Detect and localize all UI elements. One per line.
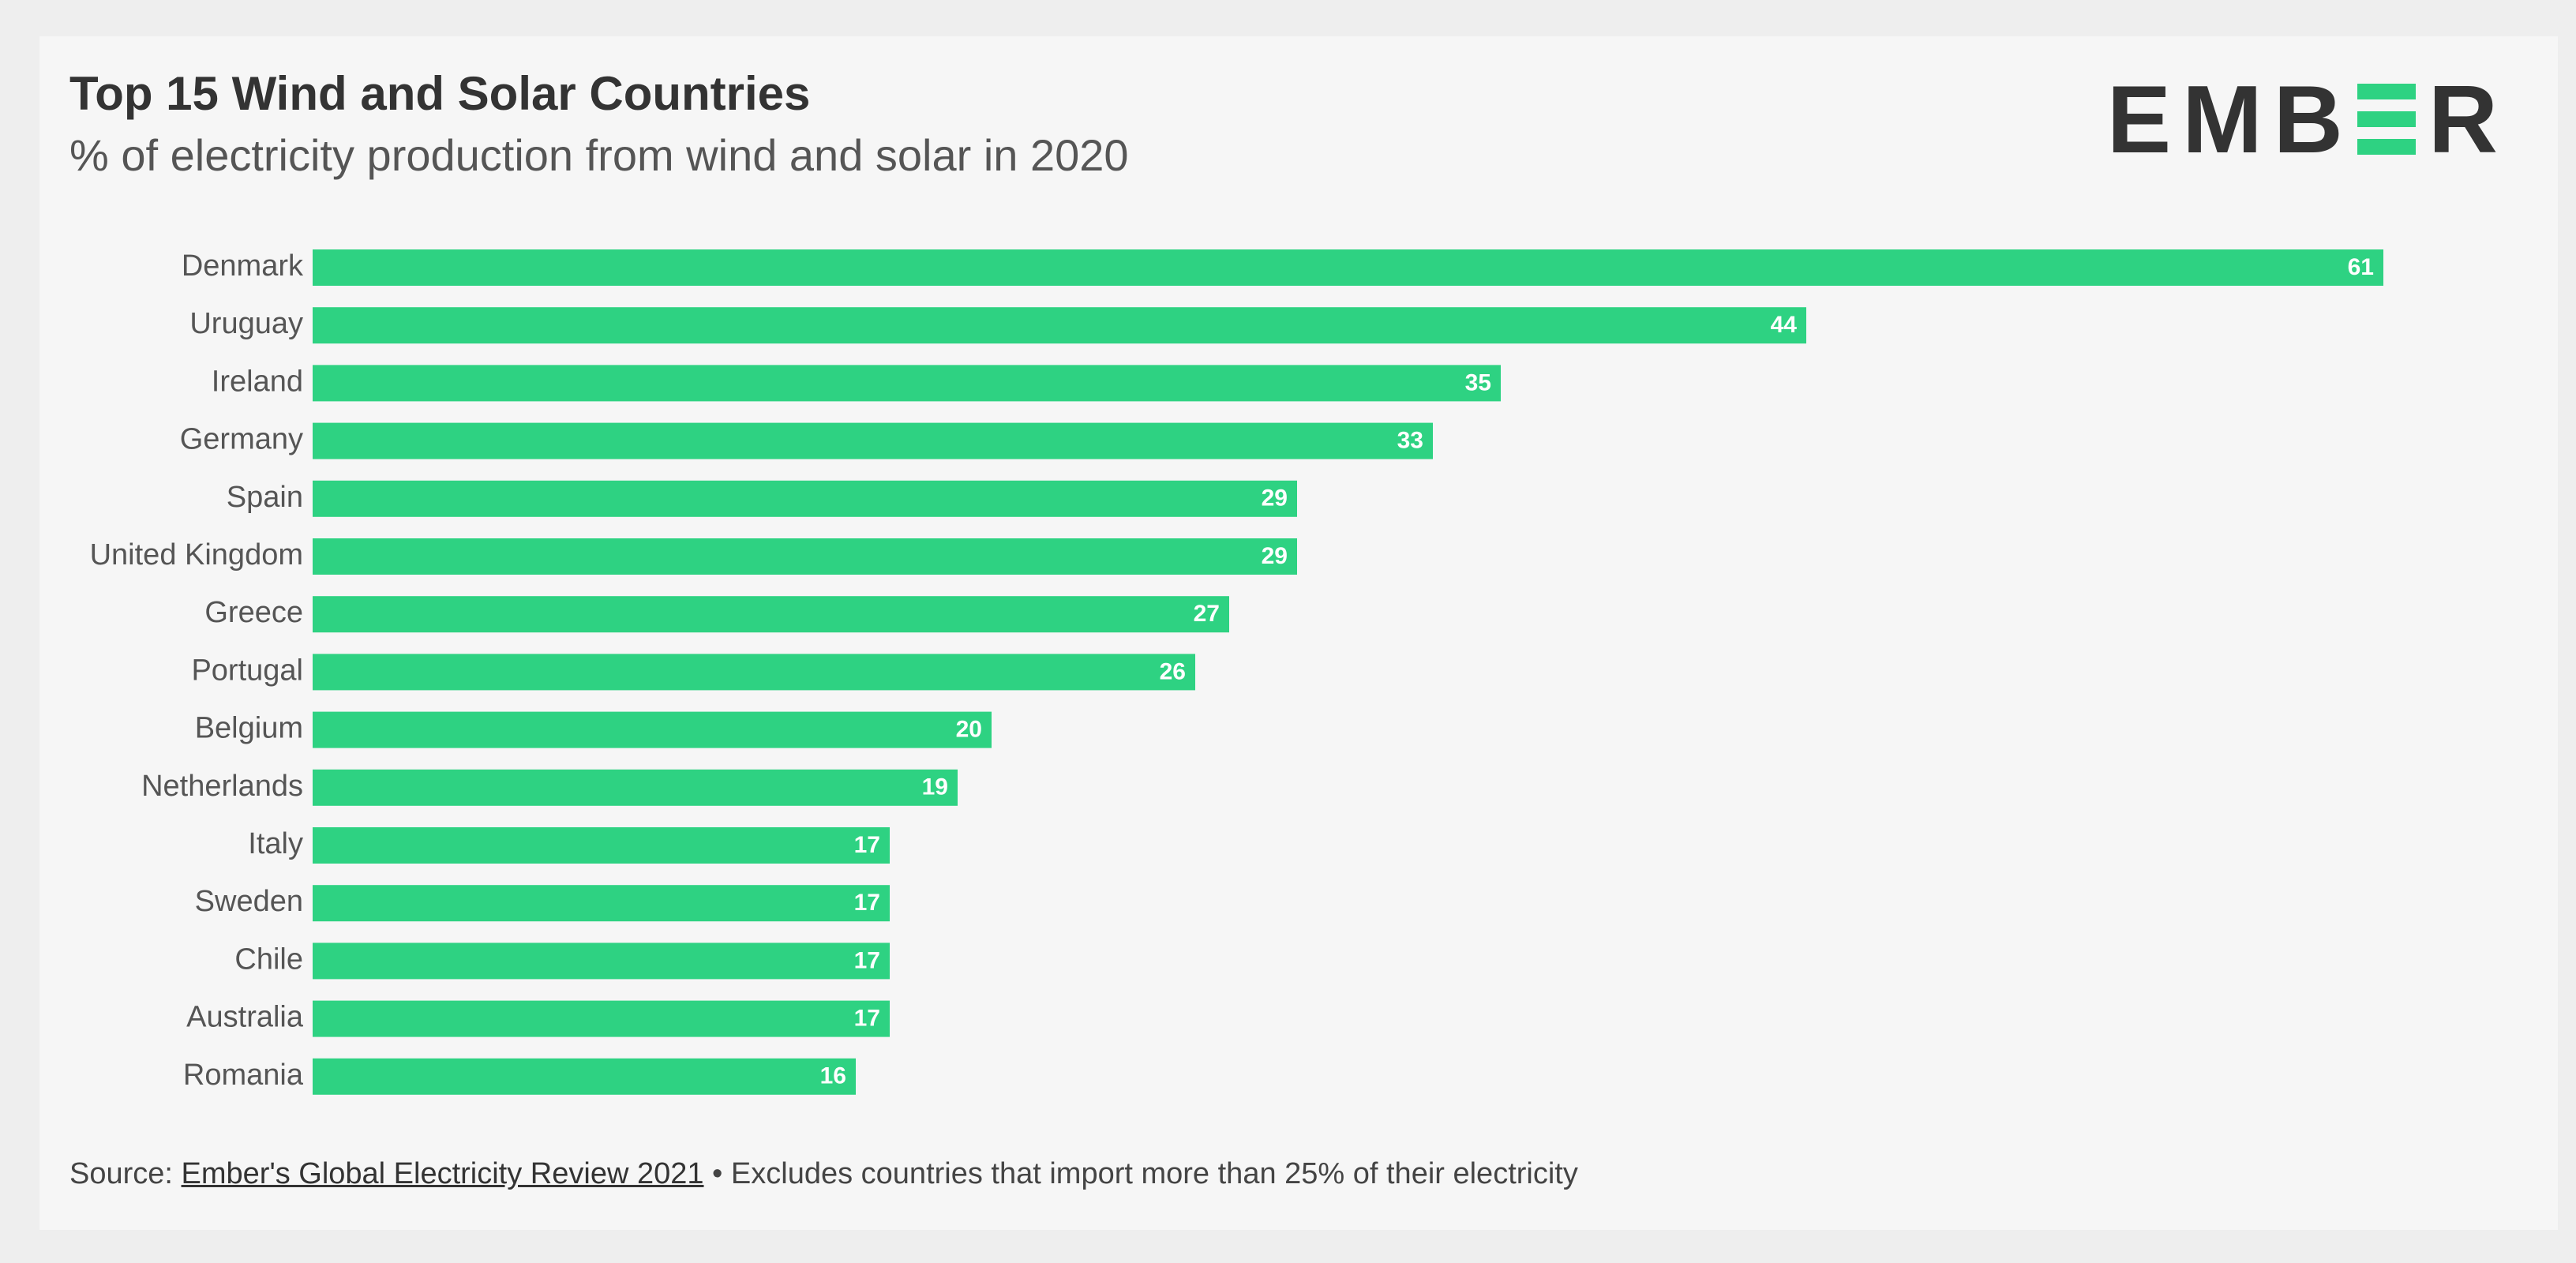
logo-e-mark: [2357, 84, 2416, 155]
category-label: Belgium: [195, 712, 303, 745]
bar[interactable]: [313, 1000, 890, 1037]
bar-value-label: 44: [1771, 312, 1798, 338]
source-label: Source:: [69, 1157, 182, 1190]
bar-value-label: 17: [854, 832, 880, 858]
bar-chart: Denmark 61 Uruguay 44 Ireland 35 Germany 33 Spai…: [90, 249, 2383, 1095]
ember-logo: EMB R: [2107, 71, 2509, 167]
bar-value-label: 27: [1194, 601, 1220, 627]
bar[interactable]: [313, 365, 1501, 402]
bar-value-label: 26: [1160, 658, 1186, 684]
category-label: Germany: [180, 423, 303, 456]
footer-note: • Excludes countries that import more th…: [703, 1157, 1578, 1190]
bar-value-label: 29: [1262, 543, 1288, 569]
category-label: Greece: [204, 596, 303, 629]
category-label: Romania: [183, 1059, 304, 1092]
bar[interactable]: [313, 711, 992, 748]
category-label: Denmark: [182, 249, 304, 283]
bar[interactable]: [313, 307, 1806, 344]
category-label: Uruguay: [189, 307, 303, 340]
bar-value-label: 17: [854, 947, 880, 973]
bar[interactable]: [313, 769, 958, 806]
category-label: Australia: [186, 1001, 304, 1034]
bar-value-label: 61: [2348, 254, 2374, 280]
bar-value-label: 16: [820, 1063, 846, 1089]
category-label: Chile: [234, 943, 303, 976]
bar[interactable]: [313, 885, 890, 922]
logo-text-prefix: EMB: [2106, 66, 2354, 173]
category-label: Ireland: [212, 365, 303, 398]
category-label: Sweden: [195, 885, 303, 918]
bar-value-label: 29: [1262, 485, 1288, 512]
chart-subtitle: % of electricity production from wind an…: [69, 130, 1129, 180]
bar[interactable]: [313, 654, 1195, 691]
chart-footer: Source: Ember's Global Electricity Revie…: [69, 1157, 1578, 1191]
bar-value-label: 33: [1397, 428, 1423, 454]
chart-title: Top 15 Wind and Solar Countries: [69, 67, 811, 120]
bar-value-label: 19: [922, 774, 948, 800]
bar[interactable]: [313, 827, 890, 864]
bar-value-label: 17: [854, 890, 880, 916]
category-label: Spain: [227, 481, 303, 514]
category-label: Portugal: [191, 654, 303, 687]
bar[interactable]: [313, 596, 1229, 633]
source-link[interactable]: Ember's Global Electricity Review 2021: [181, 1157, 704, 1190]
bar-value-label: 35: [1465, 369, 1491, 395]
bar-value-label: 17: [854, 1006, 880, 1032]
bar-value-label: 20: [956, 717, 982, 743]
chart-card: Top 15 Wind and Solar Countries % of ele…: [39, 36, 2558, 1230]
bar[interactable]: [313, 943, 890, 980]
logo-text-suffix: R: [2428, 66, 2509, 173]
category-label: United Kingdom: [90, 538, 303, 572]
bar[interactable]: [313, 480, 1297, 517]
bar[interactable]: [313, 538, 1297, 575]
category-label: Italy: [248, 827, 303, 860]
bar[interactable]: [313, 249, 2383, 286]
category-label: Netherlands: [141, 770, 303, 803]
bar[interactable]: [313, 422, 1433, 459]
bar[interactable]: [313, 1058, 856, 1095]
